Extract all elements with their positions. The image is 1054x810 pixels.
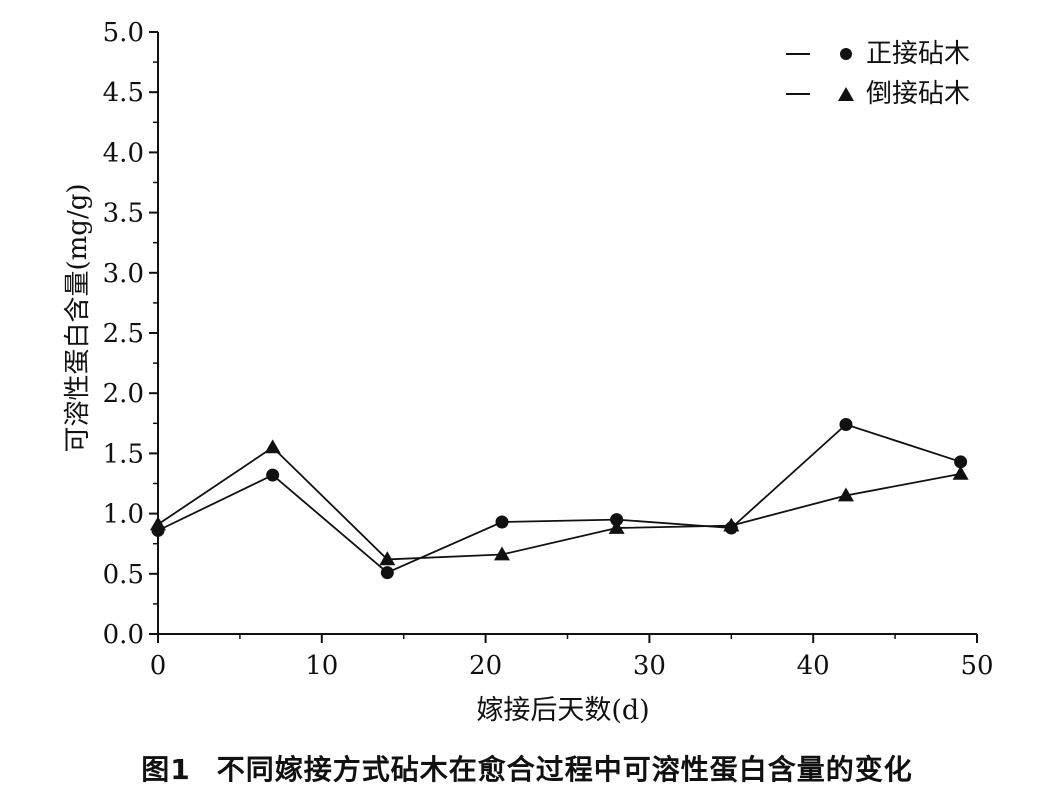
- figure-number: 图1: [141, 753, 191, 786]
- y-tick-label: 2.5: [103, 319, 144, 349]
- chart-axes: 0.0 0.5 1.0 1.5 2.0 2.5 3.0 3.5 4.0 4.5 5.0 0 10 20 30…: [103, 18, 994, 681]
- x-tick-label: 50: [960, 651, 993, 681]
- y-tick-label: 1.0: [103, 500, 144, 530]
- data-point-triangle: [379, 551, 396, 566]
- x-tick-label: 0: [150, 651, 167, 681]
- x-tick-label: 10: [305, 651, 338, 681]
- data-point-triangle: [608, 519, 625, 534]
- legend-item-series-2: 倒接砧木: [786, 74, 970, 114]
- data-point-circle: [495, 515, 509, 529]
- y-tick-label: 3.5: [103, 199, 144, 229]
- data-point-circle: [266, 468, 280, 482]
- x-tick-label: 20: [469, 651, 502, 681]
- figure-caption: 图1 不同嫁接方式砧木在愈合过程中可溶性蛋白含量的变化: [0, 748, 1054, 788]
- series-1-line: [157, 423, 961, 574]
- data-point-triangle: [837, 487, 854, 502]
- legend-label: 正接砧木: [866, 39, 971, 69]
- legend-line: [786, 93, 810, 95]
- data-point-circle: [839, 418, 853, 432]
- legend-line: [786, 53, 810, 55]
- x-tick-label: 30: [633, 651, 666, 681]
- y-tick-label: 4.5: [103, 78, 144, 108]
- circle-marker-icon: [836, 47, 856, 61]
- y-tick-label: 2.0: [103, 379, 144, 409]
- y-axis-label: 可溶性蛋白含量(mg/g): [63, 183, 93, 453]
- x-axis-label: 嫁接后天数(d): [476, 695, 650, 726]
- y-tick-label: 4.0: [103, 138, 144, 168]
- line-chart: 0.0 0.5 1.0 1.5 2.0 2.5 3.0 3.5 4.0 4.5 5.0 0 10 20 30…: [103, 18, 994, 681]
- data-point-circle: [380, 566, 394, 580]
- y-tick-label: 5.0: [103, 18, 144, 48]
- data-point-triangle: [150, 516, 166, 531]
- x-tick-label: 40: [797, 651, 830, 681]
- y-tick-label: 0.0: [103, 620, 144, 650]
- data-point-triangle: [952, 465, 969, 480]
- legend-label: 倒接砧木: [866, 79, 971, 109]
- chart-series: [150, 418, 969, 580]
- y-tick-label: 3.0: [103, 259, 144, 289]
- data-point-circle: [610, 513, 624, 527]
- y-tick-label: 1.5: [103, 439, 144, 469]
- chart-legend: 正接砧木 倒接砧木: [786, 34, 970, 114]
- data-point-triangle: [493, 546, 510, 561]
- data-point-triangle: [264, 439, 281, 454]
- series-2-line: [157, 446, 961, 561]
- legend-item-series-1: 正接砧木: [786, 34, 970, 74]
- figure-caption-text: 不同嫁接方式砧木在愈合过程中可溶性蛋白含量的变化: [216, 753, 913, 786]
- data-point-triangle: [723, 517, 740, 532]
- y-tick-label: 0.5: [103, 560, 144, 590]
- triangle-marker-icon: [836, 87, 856, 101]
- data-point-circle: [954, 455, 968, 469]
